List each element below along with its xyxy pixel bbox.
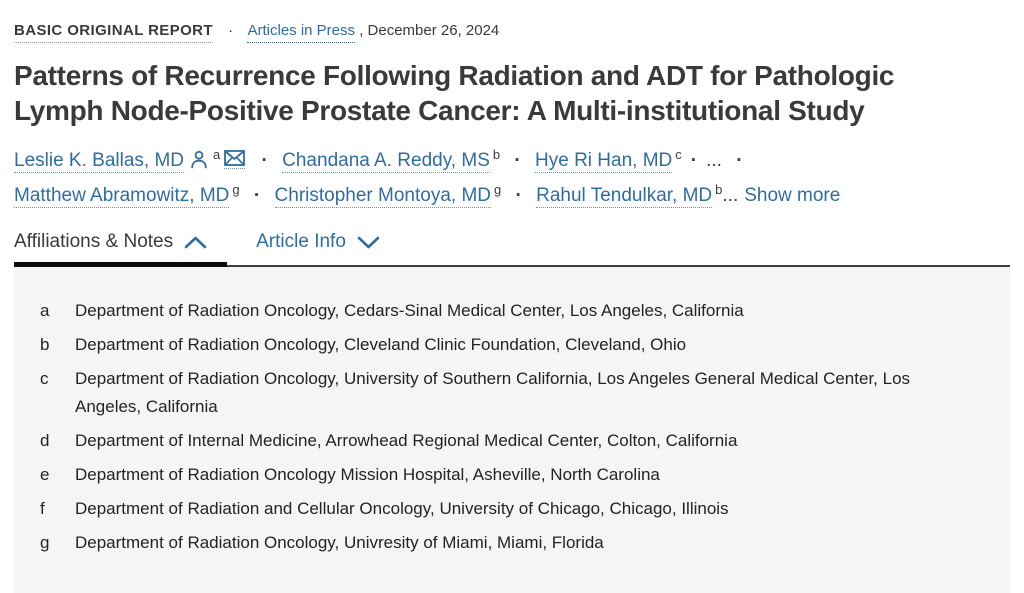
author-sup: a [213,146,221,162]
author-separator: · [253,185,261,206]
affiliation-letter: c [40,369,49,388]
affiliation-row: d Department of Internal Medicine, Arrow… [40,427,986,455]
person-icon[interactable] [190,150,208,169]
affiliation-letter: d [40,431,50,450]
author-sup: b [492,146,501,162]
tab-article-info-label: Article Info [256,231,346,252]
affiliation-row: g Department of Radiation Oncology, Univ… [40,529,986,557]
author-list: Leslie K. Ballas, MD a · Chandana A. Redd… [14,143,1010,213]
tab-bar: Affiliations & Notes Article Info [14,231,1010,265]
tab-affiliations-notes[interactable]: Affiliations & Notes [14,231,207,253]
authors-ellipsis: ... [706,150,722,171]
chevron-down-icon [357,236,380,249]
tab-affiliations-label: Affiliations & Notes [14,231,174,252]
author-separator: · [261,150,268,171]
affiliation-text: Department of Radiation Oncology Mission… [75,465,660,484]
show-more-button[interactable]: Show more [744,185,841,206]
author-separator: · [515,185,522,206]
author-line-2: Matthew Abramowitz, MD g · Christopher Mo… [14,178,1010,213]
author-sup: b [715,181,723,197]
page-title-line-1: Patterns of Recurrence Following Radiati… [14,60,895,91]
author-sup: g [494,181,502,197]
affiliation-letter: a [40,301,50,320]
tab-divider [14,262,1010,267]
affiliation-letter: b [40,335,50,354]
articles-in-press-link[interactable]: Articles in Press [247,22,356,43]
affiliation-text: Department of Radiation Oncology, Univer… [75,369,911,416]
active-tab-indicator [14,262,227,267]
affiliation-text: Department of Internal Medicine, Arrowhe… [75,431,738,450]
publication-date: , December 26, 2024 [359,22,500,39]
page-title: Patterns of Recurrence Following Radiati… [14,58,1010,128]
author-line-1: Leslie K. Ballas, MD a · Chandana A. Redd… [14,143,1010,178]
author-sup: c [675,146,682,162]
page-title-line-2: Lymph Node-Positive Prostate Cancer: A M… [14,95,865,126]
author-link-ballas[interactable]: Leslie K. Ballas, MD [14,150,185,173]
eyebrow-row: BASIC ORIGINAL REPORT · Articles in Pres… [14,0,1010,43]
affiliation-letter: f [40,499,45,518]
affiliation-row: e Department of Radiation Oncology Missi… [40,461,986,489]
chevron-up-icon [184,236,207,249]
author-link-tendulkar[interactable]: Rahul Tendulkar, MD [536,185,713,208]
affiliation-text: Department of Radiation Oncology, Univre… [75,533,604,552]
affiliation-letter: e [40,465,50,484]
author-link-han[interactable]: Hye Ri Han, MD [535,150,673,173]
affiliation-letter: g [40,533,50,552]
author-link-montoya[interactable]: Christopher Montoya, MD [274,185,491,208]
affiliation-row: f Department of Radiation and Cellular O… [40,495,986,523]
authors-ellipsis: ... [722,185,739,206]
affiliation-row: b Department of Radiation Oncology, Clev… [40,331,986,359]
affiliation-text: Department of Radiation Oncology, Clevel… [75,335,687,354]
author-link-abramowitz[interactable]: Matthew Abramowitz, MD [14,185,230,208]
affiliation-row: c Department of Radiation Oncology, Univ… [40,365,986,421]
affiliation-text: Department of Radiation and Cellular Onc… [75,499,729,518]
author-sup: g [232,181,240,197]
affiliation-row: a Department of Radiation Oncology, Ceda… [40,297,986,325]
affiliations-panel: a Department of Radiation Oncology, Ceda… [14,267,1010,593]
envelope-icon[interactable] [224,150,246,169]
eyebrow-separator: · [228,22,234,39]
author-separator: · [514,150,521,171]
author-separator: · [736,150,743,171]
article-type-link[interactable]: BASIC ORIGINAL REPORT [14,22,213,43]
affiliation-text: Department of Radiation Oncology, Cedars… [75,301,744,320]
tab-article-info[interactable]: Article Info [256,231,380,253]
author-separator: · [690,150,698,171]
author-link-reddy[interactable]: Chandana A. Reddy, MS [282,150,490,173]
